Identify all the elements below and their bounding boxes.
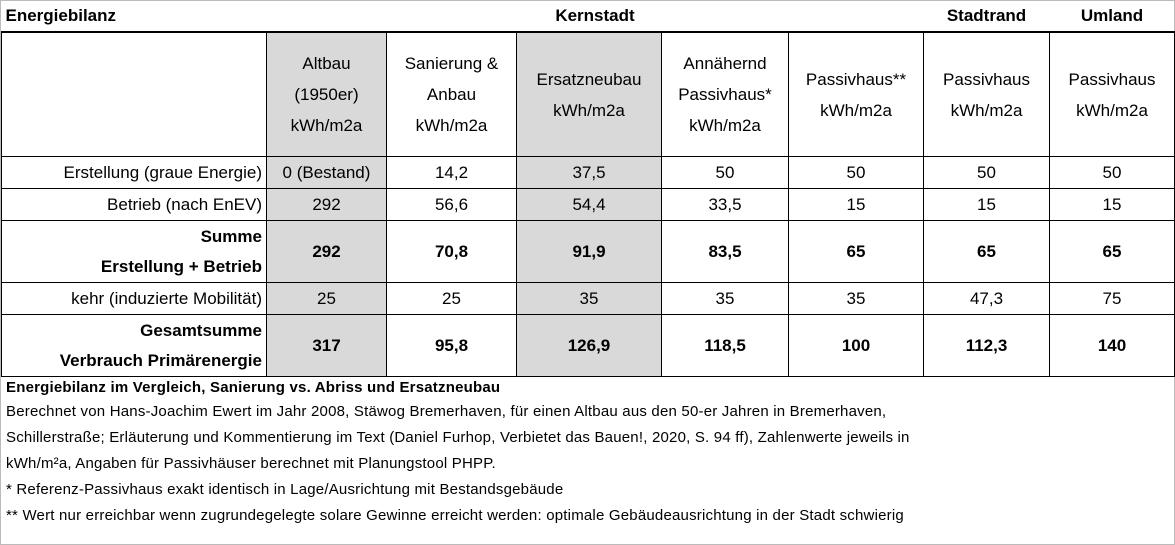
column-header: Passivhaus kWh/m2a <box>1049 31 1175 157</box>
value-cell: 70,8 <box>386 220 517 283</box>
notes: Energiebilanz im Vergleich, Sanierung vs… <box>6 377 910 529</box>
value-cell: 37,5 <box>516 156 662 189</box>
note-line: Berechnet von Hans-Joachim Ewert im Jahr… <box>6 403 887 420</box>
column-header-line: kWh/m2a <box>820 100 892 120</box>
value-cell: 14,2 <box>386 156 517 189</box>
value-cell: 25 <box>266 282 387 315</box>
data-row: kehr (induzierte Mobilität) 25 25 35 35 35 47,… <box>1 282 1175 315</box>
column-header-line: kWh/m2a <box>689 116 761 135</box>
column-header-line: kWh/m2a <box>553 100 625 120</box>
column-header-line: kWh/m2a <box>415 116 488 135</box>
group-header: Kernstadt <box>266 1 924 33</box>
row-label-line: Erstellung (graue Energie) <box>63 163 262 182</box>
column-header-line: (1950er) <box>294 85 359 104</box>
column-header-line: Anbau <box>426 85 477 104</box>
group-header: Umland <box>1049 1 1175 33</box>
column-header-line: kWh/m2a <box>1076 100 1148 120</box>
value-cell: 112,3 <box>923 314 1051 377</box>
row-label: Gesamtsumme Verbrauch Primärenergie <box>1 314 267 377</box>
data-row: Betrieb (nach EnEV) 292 56,6 54,4 33,5 15 15 15 <box>1 188 1175 221</box>
energy-table: Energiebilanz Kernstadt Stadtrand Umland Alt… <box>1 1 1175 377</box>
notes-title: Energiebilanz im Vergleich, Sanierung vs… <box>6 379 501 396</box>
column-header: Passivhaus** kWh/m2a <box>787 31 925 157</box>
value-cell: 91,9 <box>516 220 662 283</box>
value-cell: 83,5 <box>661 220 789 283</box>
value-cell: 118,5 <box>661 314 789 377</box>
title-row: Energiebilanz Kernstadt Stadtrand Umland <box>1 1 1175 33</box>
value-cell: 50 <box>661 156 789 189</box>
row-label: kehr (induzierte Mobilität) <box>1 282 267 315</box>
column-header: Passivhaus kWh/m2a <box>923 31 1051 157</box>
corner-cell <box>1 31 267 157</box>
value-cell: 50 <box>787 156 925 189</box>
column-header: Sanierung & Anbau kWh/m2a <box>386 31 517 157</box>
column-header-line: kWh/m2a <box>290 116 363 135</box>
value-cell: 35 <box>787 282 925 315</box>
row-label-line: Betrieb (nach EnEV) <box>107 195 262 214</box>
value-cell: 56,6 <box>386 188 517 221</box>
column-header-line: Altbau <box>302 54 351 73</box>
value-cell: 15 <box>787 188 925 221</box>
value-cell: 292 <box>266 220 387 283</box>
value-cell: 50 <box>923 156 1051 189</box>
row-label: Betrieb (nach EnEV) <box>1 188 267 221</box>
column-header-line: Passivhaus <box>943 69 1030 89</box>
row-label-line: Verbrauch Primärenergie <box>59 350 262 370</box>
value-cell: 65 <box>1049 220 1175 283</box>
note-line: kWh/m²a, Angaben für Passivhäuser berech… <box>6 455 496 472</box>
column-header-line: Annähernd <box>683 54 767 73</box>
value-cell: 33,5 <box>661 188 789 221</box>
value-cell: 25 <box>386 282 517 315</box>
value-cell: 75 <box>1049 282 1175 315</box>
column-header: Annähernd Passivhaus* kWh/m2a <box>661 31 789 157</box>
value-cell: 15 <box>1049 188 1175 221</box>
column-header-line: Passivhaus <box>1068 69 1156 89</box>
column-header: Ersatzneubau kWh/m2a <box>516 31 662 157</box>
value-cell: 50 <box>1049 156 1175 189</box>
value-cell: 95,8 <box>386 314 517 377</box>
column-header-row: Altbau (1950er) kWh/m2a Sanierung & Anbau kWh… <box>1 31 1175 157</box>
row-label: Erstellung (graue Energie) <box>1 156 267 189</box>
row-label-line: Erstellung + Betrieb <box>100 256 262 276</box>
column-header-line: Passivhaus** <box>805 69 907 89</box>
value-cell: 0 (Bestand) <box>266 156 387 189</box>
value-cell: 292 <box>266 188 387 221</box>
value-cell: 65 <box>787 220 925 283</box>
row-label-line: Gesamtsumme <box>140 320 262 340</box>
note-line: Schillerstraße; Erläuterung und Kommenti… <box>6 429 910 446</box>
note-line: ** Wert nur erreichbar wenn zugrundegele… <box>6 507 904 524</box>
value-cell: 35 <box>516 282 662 315</box>
value-cell: 54,4 <box>516 188 662 221</box>
row-label-line: Summe <box>200 226 262 246</box>
column-header-line: Passivhaus* <box>678 85 772 104</box>
data-row: Summe Erstellung + Betrieb 292 70,8 91,9 83,5… <box>1 220 1175 283</box>
note-line: * Referenz-Passivhaus exakt identisch in… <box>6 481 564 498</box>
group-header: Stadtrand <box>923 1 1050 33</box>
row-label: Summe Erstellung + Betrieb <box>1 220 267 283</box>
value-cell: 35 <box>661 282 789 315</box>
value-cell: 15 <box>923 188 1051 221</box>
value-cell: 126,9 <box>516 314 662 377</box>
column-header-line: Sanierung & <box>404 54 499 73</box>
value-cell: 140 <box>1049 314 1175 377</box>
row-label-line: kehr (induzierte Mobilität) <box>71 289 262 308</box>
value-cell: 317 <box>266 314 387 377</box>
value-cell: 65 <box>923 220 1051 283</box>
column-header-line: kWh/m2a <box>950 100 1023 120</box>
group-header: Energiebilanz <box>1 1 267 33</box>
value-cell: 47,3 <box>923 282 1051 315</box>
data-row: Gesamtsumme Verbrauch Primärenergie 317 95,… <box>1 314 1175 377</box>
data-row: Erstellung (graue Energie) 0 (Bestand) 14,… <box>1 156 1175 189</box>
value-cell: 100 <box>787 314 925 377</box>
column-header-line: Ersatzneubau <box>536 69 642 89</box>
column-header: Altbau (1950er) kWh/m2a <box>266 31 387 157</box>
